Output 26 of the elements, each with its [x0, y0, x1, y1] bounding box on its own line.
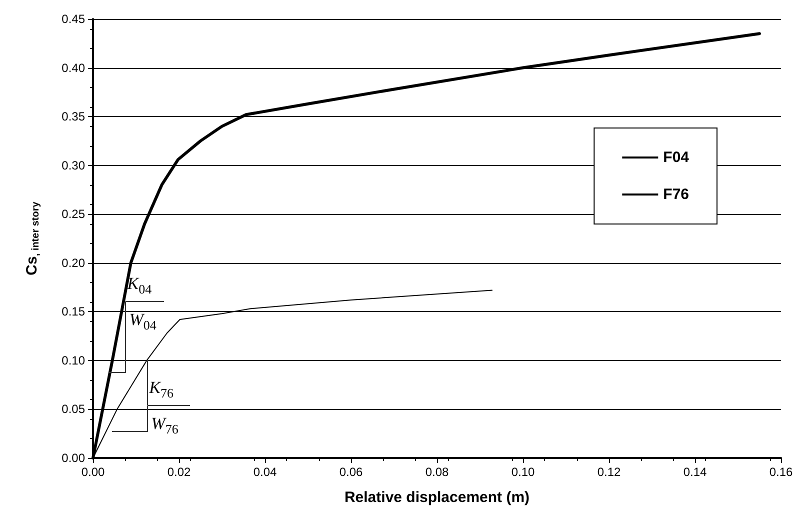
x-tick-label: 0.14	[683, 465, 707, 479]
y-tick-label: 0.05	[62, 402, 86, 416]
annotation: W$_{76}$	[151, 414, 178, 437]
y-axis-title: Cs, inter story	[24, 201, 42, 276]
x-tick-label: 0.16	[769, 465, 793, 479]
x-tick-label: 0.08	[425, 465, 449, 479]
annotation: W$_{04}$	[129, 310, 156, 332]
x-tick-label: 0.04	[253, 465, 277, 479]
legend-label: F76	[663, 186, 690, 203]
legend-label: F04	[663, 149, 690, 166]
y-tick-label: 0.35	[62, 110, 86, 124]
x-tick-label: 0.02	[167, 465, 191, 479]
y-tick-label: 0.10	[62, 353, 86, 368]
y-tick-label: 0.45	[62, 12, 86, 26]
y-tick-label: 0.40	[62, 60, 86, 75]
y-tick-label: 0.15	[62, 304, 86, 319]
y-tick-label: 0.20	[62, 256, 86, 270]
x-tick-label: 0.10	[511, 465, 535, 479]
annotation: K$_{76}$	[149, 378, 174, 401]
x-tick-label: 0.12	[597, 465, 621, 479]
y-tick-label: 0.30	[62, 158, 86, 172]
x-axis-title: Relative displacement (m)	[344, 489, 530, 506]
y-tick-label: 0.00	[62, 451, 86, 465]
x-tick-label: 0.06	[339, 465, 363, 479]
x-tick-label: 0.00	[81, 465, 105, 479]
y-tick-label: 0.25	[62, 207, 86, 222]
